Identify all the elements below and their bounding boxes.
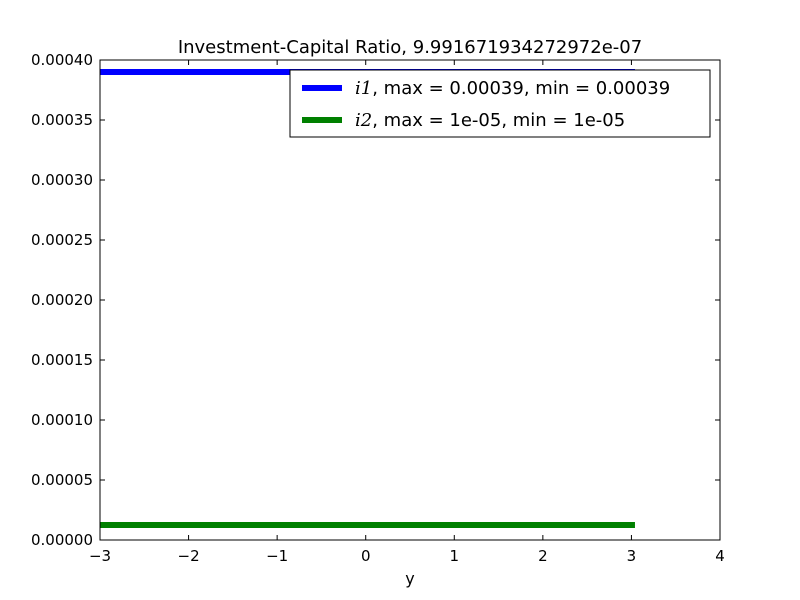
x-tick-label: 1	[450, 547, 460, 565]
legend-text: , max = 1e-05, min = 1e-05	[372, 110, 625, 131]
y-tick-label: 0.00030	[31, 171, 93, 189]
legend-label-i1: i1, max = 0.00039, min = 0.00039	[355, 78, 670, 99]
y-tick-label: 0.00010	[31, 411, 93, 429]
y-tick-label: 0.00015	[31, 351, 93, 369]
chart-title: Investment-Capital Ratio, 9.991671934272…	[178, 37, 642, 58]
y-tick-label: 0.00040	[31, 51, 93, 69]
y-tick-label: 0.00005	[31, 471, 93, 489]
y-tick-label: 0.00035	[31, 111, 93, 129]
x-tick-label: 0	[361, 547, 371, 565]
legend-box	[289, 69, 711, 138]
y-tick-label: 0.00000	[31, 531, 93, 549]
x-tick-label: 4	[715, 547, 725, 565]
x-tick-label: 2	[538, 547, 548, 565]
legend-label-i2: i2, max = 1e-05, min = 1e-05	[355, 110, 625, 131]
y-tick-label: 0.00020	[31, 291, 93, 309]
x-tick-label: −3	[89, 547, 111, 565]
legend-text: , max = 0.00039, min = 0.00039	[372, 78, 670, 99]
x-tick-label: −2	[178, 547, 200, 565]
y-tick-label: 0.00025	[31, 231, 93, 249]
legend-symbol: i1	[355, 78, 372, 99]
x-tick-label: −1	[266, 547, 288, 565]
x-tick-label: 3	[627, 547, 637, 565]
x-axis-label: y	[405, 569, 414, 588]
legend-symbol: i2	[355, 110, 372, 131]
